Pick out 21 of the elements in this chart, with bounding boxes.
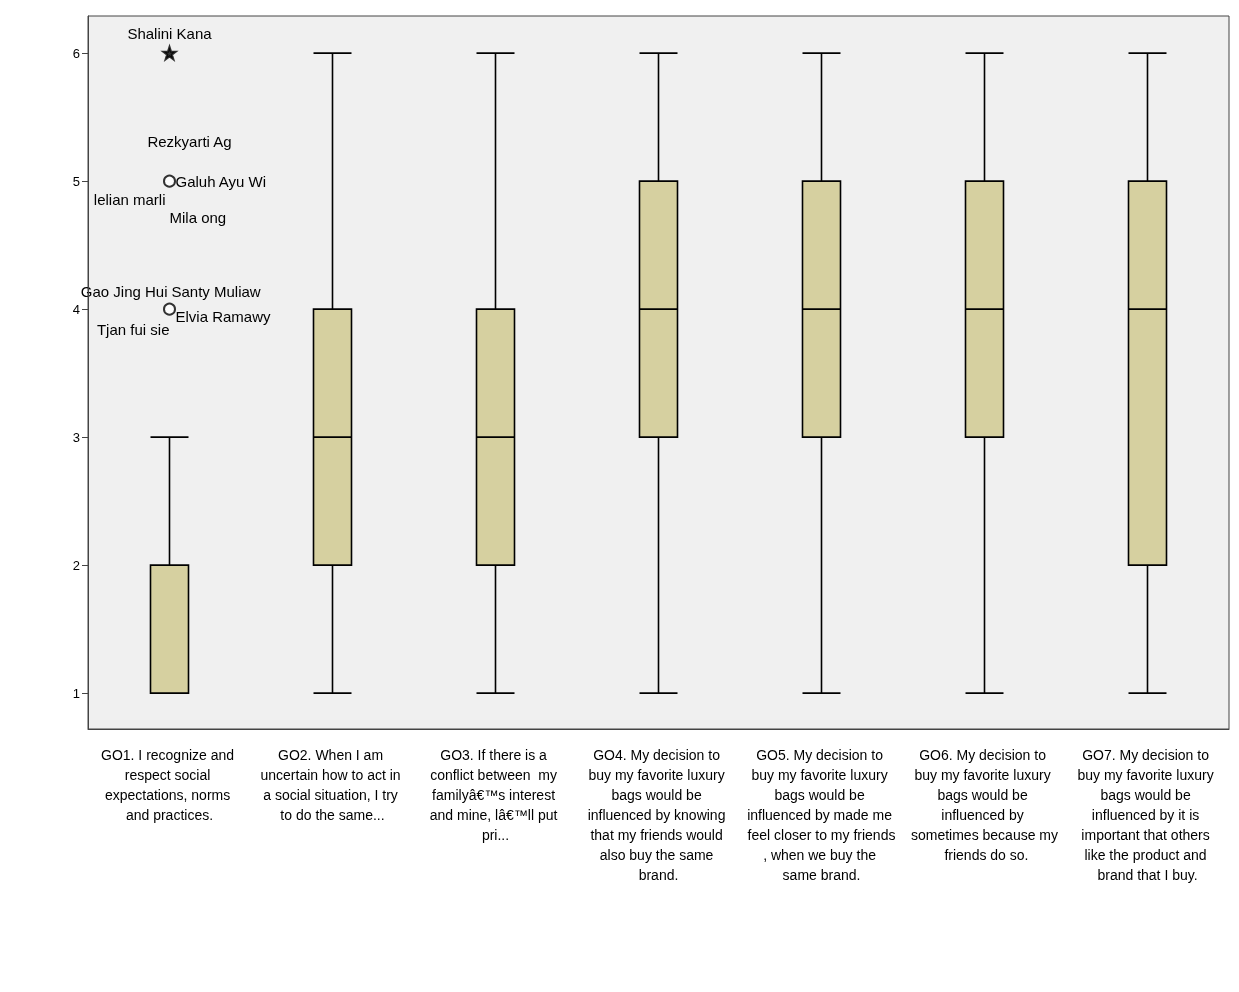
y-tick-label: 4	[72, 301, 80, 317]
y-tick-label: 1	[72, 685, 80, 701]
x-tick-label: GO6. My decision to buy my favorite luxury bags would be influenced by sometimes because my friends do so.	[910, 747, 1059, 863]
y-tick-label: 2	[72, 557, 80, 573]
y-tick-label: 5	[72, 173, 80, 189]
x-tick-label: GO2. When I am uncertain how to act in a social situation, I try to do the same...	[260, 747, 405, 823]
annotation: Galuh Ayu Wi	[175, 172, 267, 190]
annotation: Rezkyarti Ag	[147, 132, 232, 150]
annotation: Elvia Ramawy	[175, 307, 272, 325]
annotation: Santy Muliaw	[171, 282, 261, 300]
annotation: Shalini Kana	[127, 24, 213, 42]
x-tick-label: GO5. My decision to buy my favorite luxury bags would be influenced by made me feel closer to my friends, when we buy the same brand.	[747, 747, 896, 883]
annotation: lelian marli	[93, 190, 166, 208]
annotation: Tjan fui sie	[96, 320, 170, 338]
y-tick-label: 6	[72, 45, 80, 61]
x-tick-label: GO1. I recognize and respect social expectations, norms and practices.	[101, 747, 238, 823]
x-tick-label: GO4. My decision to buy my favorite luxury bags would be influenced by knowing that my friends would also buy the same brand.	[587, 747, 730, 883]
y-tick-label: 3	[72, 429, 80, 445]
x-tick-label: GO7. My decision to buy my favorite luxury bags would be influenced by it is important that others like the product and brand that I buy.	[1077, 747, 1218, 883]
annotation: Mila ong	[169, 208, 227, 226]
x-tick-label: GO3. If there is a conflict between my familyâ€™s interest and mine, lâ€™ll put pri...	[429, 747, 562, 843]
